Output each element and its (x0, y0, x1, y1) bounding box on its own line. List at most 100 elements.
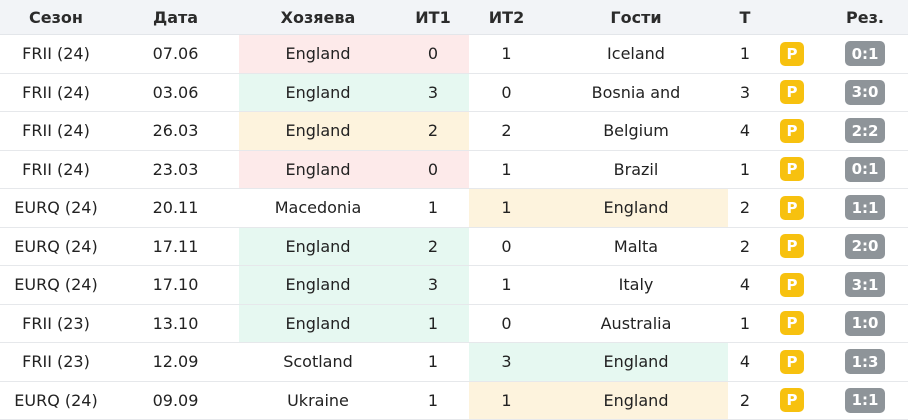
cell-home-team[interactable]: England (239, 228, 397, 266)
cell-it1: 1 (397, 343, 469, 381)
p-badge[interactable]: P (780, 80, 804, 104)
p-badge[interactable]: P (780, 157, 804, 181)
cell-home-team[interactable]: Macedonia (239, 189, 397, 227)
cell-p: P (762, 382, 822, 420)
cell-home-team[interactable]: England (239, 112, 397, 150)
cell-away-team[interactable]: England (544, 189, 728, 227)
header-result[interactable]: Рез. (822, 0, 908, 34)
cell-home-team[interactable]: Scotland (239, 343, 397, 381)
p-badge[interactable]: P (780, 42, 804, 66)
cell-date: 13.10 (112, 305, 239, 343)
cell-result: 1:1 (822, 189, 908, 227)
p-badge[interactable]: P (780, 388, 804, 412)
cell-t: 2 (728, 382, 762, 420)
cell-home-team[interactable]: England (239, 35, 397, 73)
cell-date: 20.11 (112, 189, 239, 227)
header-t[interactable]: Т (728, 0, 762, 34)
header-p (762, 0, 822, 34)
cell-season: FRII (24) (0, 151, 112, 189)
result-badge[interactable]: 1:3 (845, 349, 885, 374)
cell-home-team[interactable]: England (239, 151, 397, 189)
cell-t: 1 (728, 35, 762, 73)
cell-away-team[interactable]: Brazil (544, 151, 728, 189)
cell-away-team[interactable]: England (544, 382, 728, 420)
cell-date: 09.09 (112, 382, 239, 420)
cell-it1: 1 (397, 305, 469, 343)
cell-it1: 0 (397, 35, 469, 73)
cell-home-team[interactable]: England (239, 266, 397, 304)
header-away[interactable]: Гости (544, 0, 728, 34)
cell-date: 26.03 (112, 112, 239, 150)
cell-season: FRII (24) (0, 74, 112, 112)
result-badge[interactable]: 0:1 (845, 41, 885, 66)
p-badge[interactable]: P (780, 273, 804, 297)
p-badge[interactable]: P (780, 350, 804, 374)
header-it2[interactable]: ИТ2 (469, 0, 544, 34)
cell-date: 12.09 (112, 343, 239, 381)
cell-it1: 1 (397, 382, 469, 420)
cell-date: 17.10 (112, 266, 239, 304)
cell-away-team[interactable]: Malta (544, 228, 728, 266)
result-badge[interactable]: 2:0 (845, 234, 885, 259)
header-home[interactable]: Хозяева (239, 0, 397, 34)
cell-p: P (762, 266, 822, 304)
cell-season: EURQ (24) (0, 266, 112, 304)
cell-home-team[interactable]: Ukraine (239, 382, 397, 420)
cell-t: 1 (728, 151, 762, 189)
cell-away-team[interactable]: Australia (544, 305, 728, 343)
table-header: Сезон Дата Хозяева ИТ1 ИТ2 Гости Т Рез. (0, 0, 908, 35)
cell-p: P (762, 343, 822, 381)
result-badge[interactable]: 1:1 (845, 388, 885, 413)
result-badge[interactable]: 3:1 (845, 272, 885, 297)
p-badge[interactable]: P (780, 196, 804, 220)
header-date[interactable]: Дата (112, 0, 239, 34)
cell-result: 1:1 (822, 382, 908, 420)
cell-t: 4 (728, 343, 762, 381)
cell-it2: 1 (469, 382, 544, 420)
cell-away-team[interactable]: Iceland (544, 35, 728, 73)
cell-result: 3:0 (822, 74, 908, 112)
result-badge[interactable]: 1:1 (845, 195, 885, 220)
cell-away-team[interactable]: Italy (544, 266, 728, 304)
cell-it2: 0 (469, 228, 544, 266)
result-badge[interactable]: 1:0 (845, 311, 885, 336)
cell-p: P (762, 74, 822, 112)
p-badge[interactable]: P (780, 234, 804, 258)
cell-season: EURQ (24) (0, 189, 112, 227)
cell-home-team[interactable]: England (239, 74, 397, 112)
cell-result: 0:1 (822, 151, 908, 189)
result-badge[interactable]: 3:0 (845, 80, 885, 105)
header-it1[interactable]: ИТ1 (397, 0, 469, 34)
cell-season: FRII (23) (0, 343, 112, 381)
result-badge[interactable]: 0:1 (845, 157, 885, 182)
cell-result: 2:2 (822, 112, 908, 150)
result-badge[interactable]: 2:2 (845, 118, 885, 143)
cell-away-team[interactable]: Bosnia and (544, 74, 728, 112)
p-badge[interactable]: P (780, 119, 804, 143)
cell-date: 07.06 (112, 35, 239, 73)
cell-away-team[interactable]: Belgium (544, 112, 728, 150)
p-badge[interactable]: P (780, 311, 804, 335)
cell-home-team[interactable]: England (239, 305, 397, 343)
cell-away-team[interactable]: England (544, 343, 728, 381)
header-season[interactable]: Сезон (0, 0, 112, 34)
cell-it2: 2 (469, 112, 544, 150)
cell-p: P (762, 151, 822, 189)
cell-season: EURQ (24) (0, 228, 112, 266)
cell-it1: 3 (397, 74, 469, 112)
cell-p: P (762, 35, 822, 73)
cell-p: P (762, 305, 822, 343)
cell-date: 03.06 (112, 74, 239, 112)
cell-result: 1:3 (822, 343, 908, 381)
